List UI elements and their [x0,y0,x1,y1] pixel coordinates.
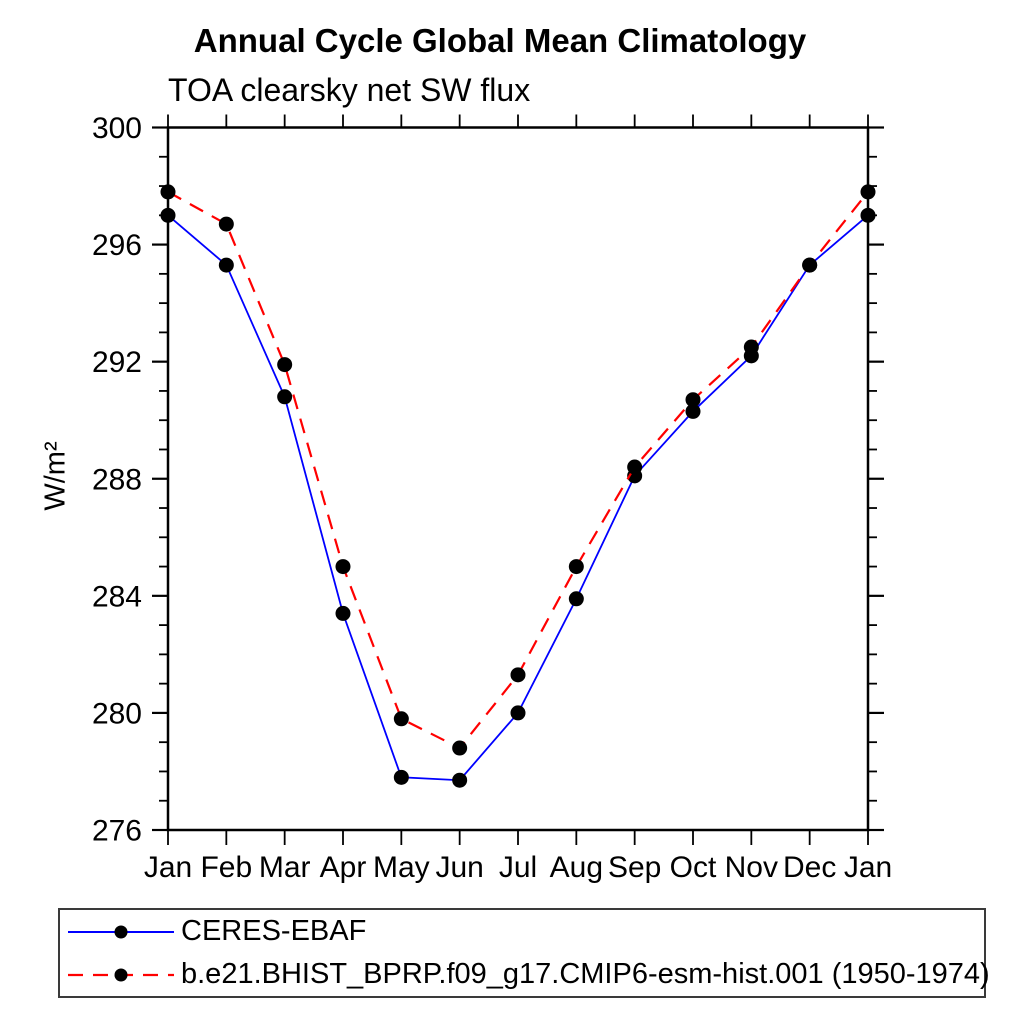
data-point [452,772,468,788]
x-tick-label: Nov [725,851,778,884]
x-tick-label: Apr [320,851,367,884]
legend-marker-dot [114,968,128,981]
data-point [685,403,701,419]
data-point [335,559,351,575]
data-point [743,339,759,355]
x-tick-label: Jan [844,851,892,884]
data-point [802,257,818,273]
chart-title: Annual Cycle Global Mean Climatology [193,22,807,59]
x-tick-label: Mar [259,851,311,884]
x-tick-label: Oct [670,851,717,884]
legend-box: CERES-EBAF b.e21.BHIST_BPRP.f09_g17.CMIP… [58,908,990,998]
y-tick-label: 296 [92,229,142,262]
chart-subtitle: TOA clearsky net SW flux [168,72,531,108]
y-tick-label: 280 [92,697,142,730]
data-point [160,184,176,200]
data-point [218,216,234,232]
x-tick-label: Jul [499,851,537,884]
x-tick-label: Feb [200,851,252,884]
y-tick-label: 288 [92,463,142,496]
legend-marker-dot [114,925,128,938]
data-point [335,605,351,621]
data-point [627,459,643,475]
series-line [167,190,869,750]
x-tick-label: Jan [144,851,192,884]
data-point [860,184,876,200]
legend-line-sample-dashed [68,968,174,981]
data-point [277,389,293,405]
legend-line-sample-solid [68,925,174,938]
y-tick-label: 284 [92,580,142,613]
legend-item-ceres-ebaf: CERES-EBAF [66,910,984,953]
x-tick-label: Jun [435,851,483,884]
data-point [510,667,526,683]
data-point [860,207,876,223]
data-point [685,392,701,408]
legend-item-model: b.e21.BHIST_BPRP.f09_g17.CMIP6-esm-hist.… [66,953,990,996]
legend-label-model: b.e21.BHIST_BPRP.f09_g17.CMIP6-esm-hist.… [181,958,990,990]
x-tick-label: Aug [550,851,603,884]
series-line [167,214,869,782]
data-point [393,769,409,785]
x-tick-label: Dec [783,851,836,884]
x-tick-label: May [373,851,430,884]
x-tick-label: Sep [608,851,661,884]
y-tick-label: 276 [92,815,142,848]
data-point [218,257,234,273]
axis-frame [166,126,870,832]
y-tick-label: 292 [92,346,142,379]
data-point [452,740,468,756]
data-point [160,207,176,223]
data-point [277,357,293,373]
data-point [568,591,584,607]
y-tick-label: 300 [92,112,142,145]
data-point [568,559,584,575]
legend-label-ceres-ebaf: CERES-EBAF [181,915,367,947]
data-point [393,711,409,727]
data-point [510,705,526,721]
